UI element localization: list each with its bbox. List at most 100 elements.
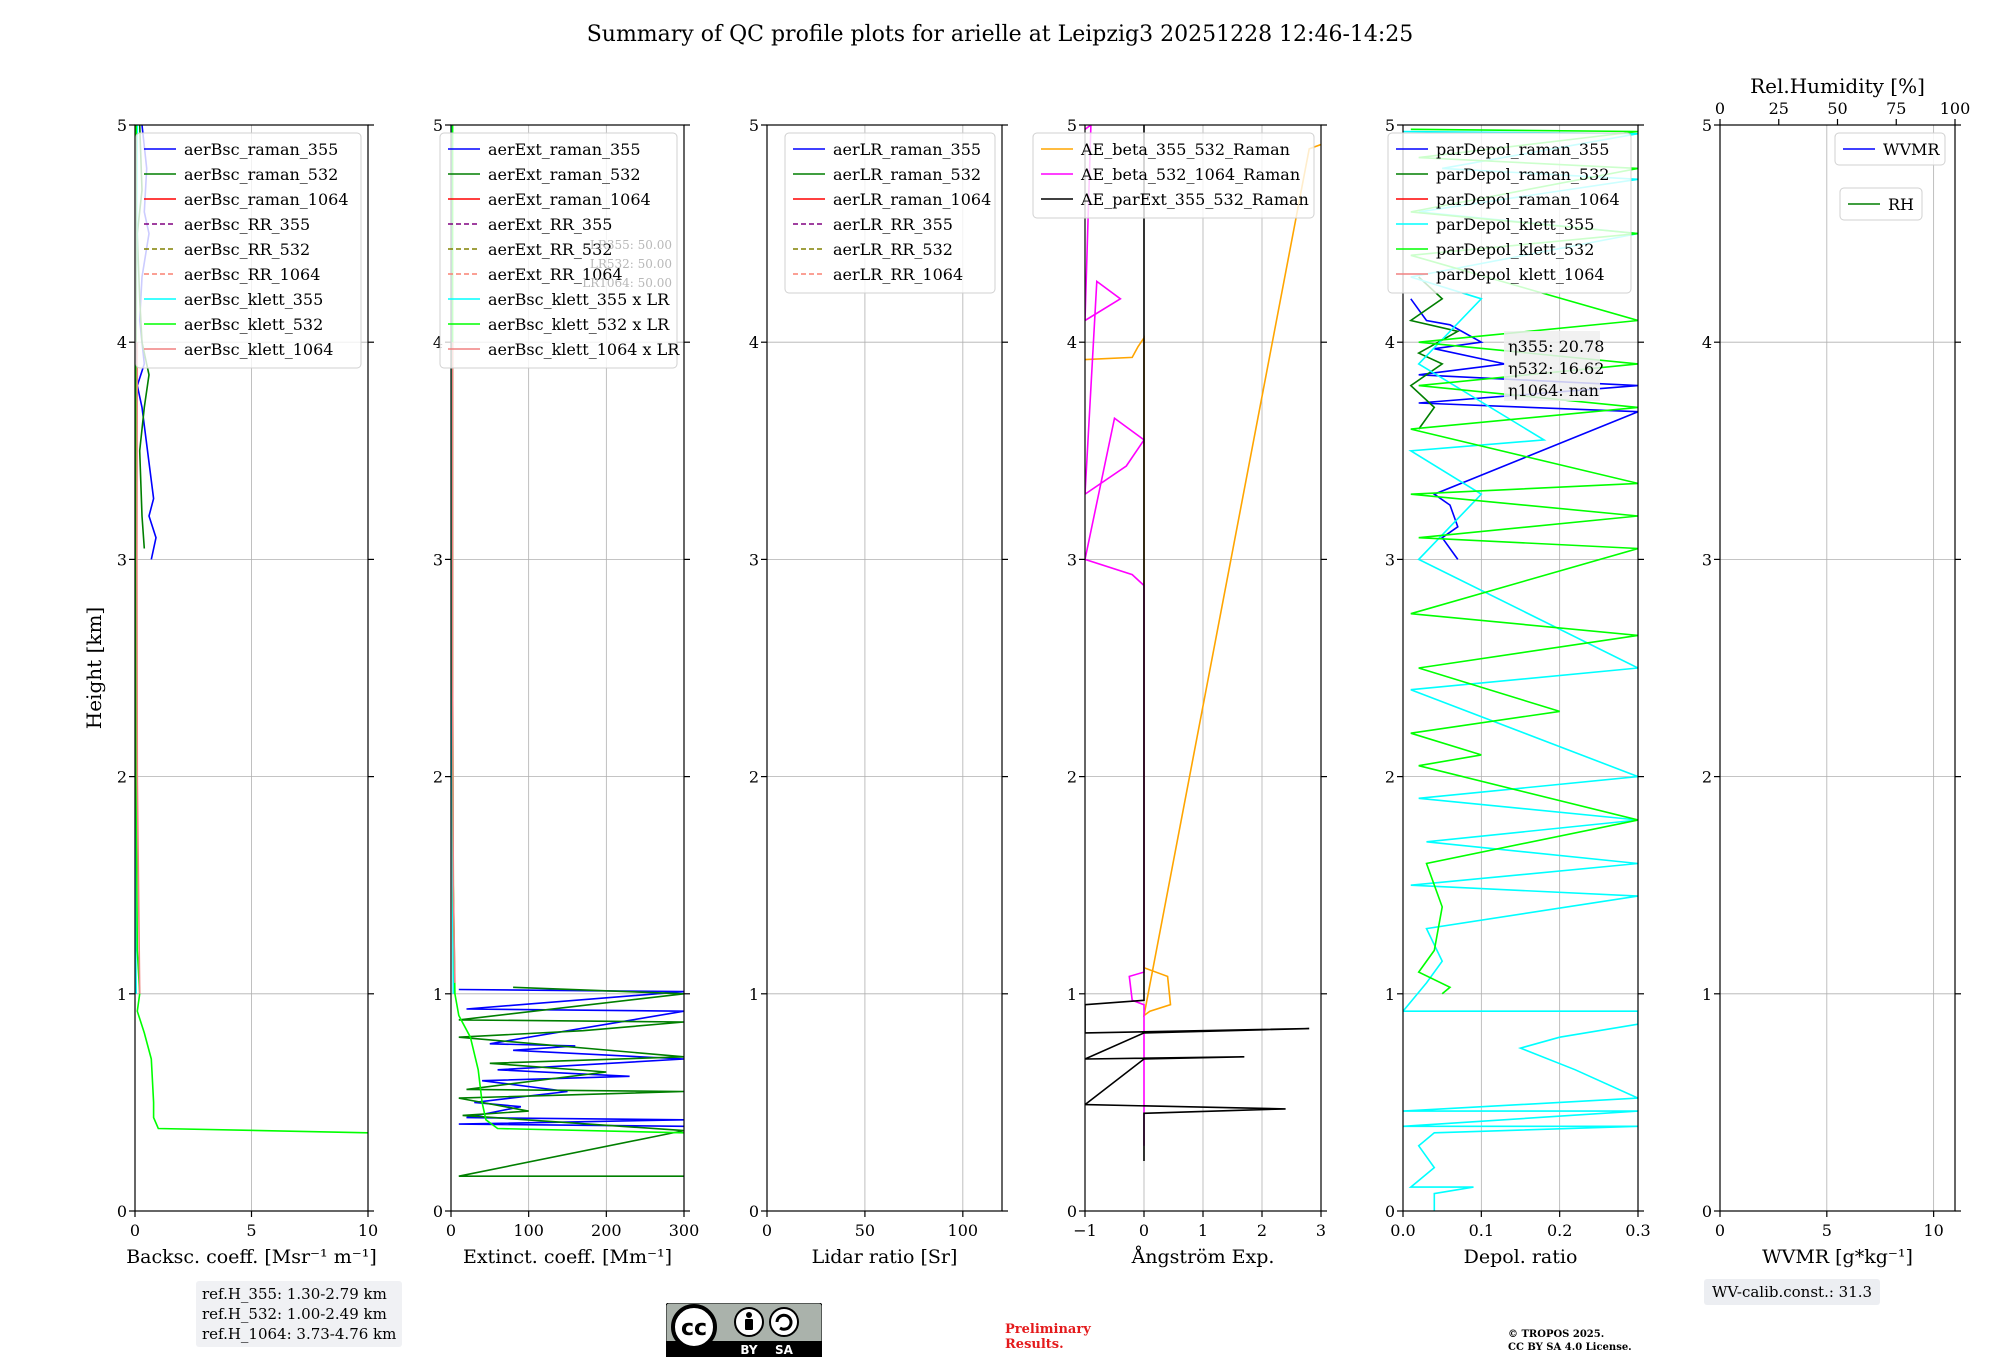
legend-box-wvmr	[1834, 132, 1946, 166]
ytick-label-wv: 5	[1702, 116, 1712, 135]
top-xtick-label-wv: 100	[1940, 99, 1971, 118]
ytick-label-ext: 3	[433, 550, 443, 569]
series-ae-0	[1085, 143, 1321, 1018]
ytick-label-depol: 4	[1385, 333, 1395, 352]
series-ae-2	[1085, 125, 1310, 1161]
legend-box-rh	[1839, 187, 1923, 221]
top-xtick-label-wv: 50	[1827, 99, 1847, 118]
eta-note-1: η532: 16.62	[1508, 359, 1604, 378]
xtick-label-ext: 200	[591, 1221, 622, 1240]
ref-height-1064: ref.H_1064: 3.73-4.76 km	[202, 1325, 397, 1343]
legend-label-ae-0: AE_beta_355_532_Raman	[1080, 140, 1290, 159]
ytick-label-bsc: 2	[117, 768, 127, 787]
wv-calibration-box: WV-calib.const.: 31.3	[1704, 1279, 1881, 1305]
series-bsc-8	[136, 342, 141, 994]
series-ext-8	[451, 342, 456, 983]
legend-label-bsc-8: aerBsc_klett_1064	[184, 340, 333, 359]
xtick-label-ext: 100	[513, 1221, 544, 1240]
ytick-label-depol: 2	[1385, 768, 1395, 787]
ytick-label-ext: 1	[433, 985, 443, 1004]
ytick-label-bsc: 4	[117, 333, 127, 352]
ytick-label-lr: 0	[749, 1202, 759, 1221]
ytick-label-wv: 1	[1702, 985, 1712, 1004]
legend-label-lr-1: aerLR_raman_532	[833, 165, 981, 184]
legend-label-bsc-5: aerBsc_RR_1064	[184, 265, 320, 284]
ytick-label-ae: 5	[1067, 116, 1077, 135]
eta-notes-box	[1504, 331, 1600, 401]
xtick-label-lr: 100	[948, 1221, 979, 1240]
cc-license-badge[interactable]: cc BY SA	[666, 1303, 822, 1357]
legend-label-lr-2: aerLR_raman_1064	[833, 190, 991, 209]
ytick-label-bsc: 3	[117, 550, 127, 569]
ref-height-355: ref.H_355: 1.30-2.79 km	[202, 1285, 387, 1303]
panel-bsc: 0 1 2 3 4 5 0 5 10 Backsc. coeff. [Msr⁻¹ m⁻¹] Heig…	[82, 116, 378, 1268]
legend-box-ae	[1032, 132, 1315, 219]
legend-label-ext-4: aerExt_RR_532	[488, 240, 612, 259]
xtick-label-depol: 0.0	[1390, 1221, 1415, 1240]
panel-depol: 0 1 2 3 4 5 0.0 0.1 0.2 0.3 Depol. ratio parDepol_r…	[1385, 116, 1651, 1268]
legend-label-rh: RH	[1888, 195, 1914, 214]
lr-note-2: LR1064: 50.00	[582, 276, 672, 290]
legend-box-bsc	[135, 132, 362, 369]
legend-label-bsc-3: aerBsc_RR_355	[184, 215, 310, 234]
legend-label-ext-0: aerExt_raman_355	[488, 140, 641, 159]
xtick-label-depol: 0.3	[1625, 1221, 1650, 1240]
top-xtick-label-wv: 0	[1715, 99, 1725, 118]
ytick-label-lr: 5	[749, 116, 759, 135]
xtick-label-ae: 3	[1316, 1221, 1326, 1240]
ytick-label-depol: 5	[1385, 116, 1395, 135]
legend-label-ext-7: aerBsc_klett_532 x LR	[488, 315, 670, 334]
legend-ext: aerExt_raman_355 aerExt_raman_532 aerExt_r…	[439, 132, 680, 369]
legend-box-lr	[784, 132, 996, 294]
panel-ext: 0 1 2 3 4 5 0 100 200 300 Extinct. coeff. [Mm⁻¹] ae…	[433, 116, 699, 1268]
xlabel-ae: Ångström Exp.	[1131, 1246, 1275, 1268]
top-xtick-label-wv: 25	[1769, 99, 1789, 118]
legend-label-ext-5: aerExt_RR_1064	[488, 265, 623, 284]
ytick-label-ext: 5	[433, 116, 443, 135]
series-depol-3	[1403, 130, 1638, 1211]
ref-height-532: ref.H_532: 1.00-2.49 km	[202, 1305, 387, 1323]
legend-label-depol-5: parDepol_klett_1064	[1436, 265, 1605, 284]
ytick-label-wv: 4	[1702, 333, 1712, 352]
series-group-ae	[1085, 125, 1321, 1161]
cc-logo-text: cc	[681, 1316, 707, 1341]
legend-label-lr-5: aerLR_RR_1064	[833, 265, 963, 284]
xlabel-bsc: Backsc. coeff. [Msr⁻¹ m⁻¹]	[126, 1246, 377, 1268]
axes-frame-ext	[450, 124, 685, 1212]
legend-label-bsc-7: aerBsc_klett_532	[184, 315, 323, 334]
series-depol-1	[1408, 276, 1461, 430]
legend-label-ae-1: AE_beta_532_1064_Raman	[1080, 165, 1300, 184]
ytick-label-ae: 0	[1067, 1202, 1077, 1221]
ytick-label-depol: 1	[1385, 985, 1395, 1004]
legend-label-lr-4: aerLR_RR_532	[833, 240, 953, 259]
ytick-label-ext: 0	[433, 1202, 443, 1221]
top-xtick-label-wv: 75	[1886, 99, 1906, 118]
xtick-label-wv: 5	[1822, 1221, 1832, 1240]
legend-box-ext	[439, 132, 678, 369]
ytick-label-wv: 3	[1702, 550, 1712, 569]
ytick-label-ext: 2	[433, 768, 443, 787]
xtick-label-depol: 0.1	[1469, 1221, 1494, 1240]
legend-label-ext-8: aerBsc_klett_1064 x LR	[488, 340, 680, 359]
xtick-label-ae: 2	[1257, 1221, 1267, 1240]
ylabel: Height [km]	[82, 607, 106, 729]
legend-label-bsc-6: aerBsc_klett_355	[184, 290, 323, 309]
cc-sa-label: SA	[775, 1343, 794, 1357]
legend-label-depol-0: parDepol_raman_355	[1436, 140, 1609, 159]
axes-frame-wv	[1719, 124, 1956, 1212]
ytick-label-depol: 0	[1385, 1202, 1395, 1221]
series-ae-1	[1085, 125, 1146, 1146]
legend-lr: aerLR_raman_355 aerLR_raman_532 aerLR_rama…	[784, 132, 996, 294]
ytick-label-ae: 1	[1067, 985, 1077, 1004]
preliminary-line-2: Results.	[1005, 1337, 1064, 1352]
preliminary-note: Preliminary Results.	[1005, 1322, 1091, 1352]
xtick-label-ae: −1	[1073, 1221, 1097, 1240]
ytick-label-lr: 2	[749, 768, 759, 787]
xtick-label-bsc: 10	[358, 1221, 378, 1240]
legend-label-bsc-2: aerBsc_raman_1064	[184, 190, 349, 209]
xtick-label-bsc: 0	[130, 1221, 140, 1240]
